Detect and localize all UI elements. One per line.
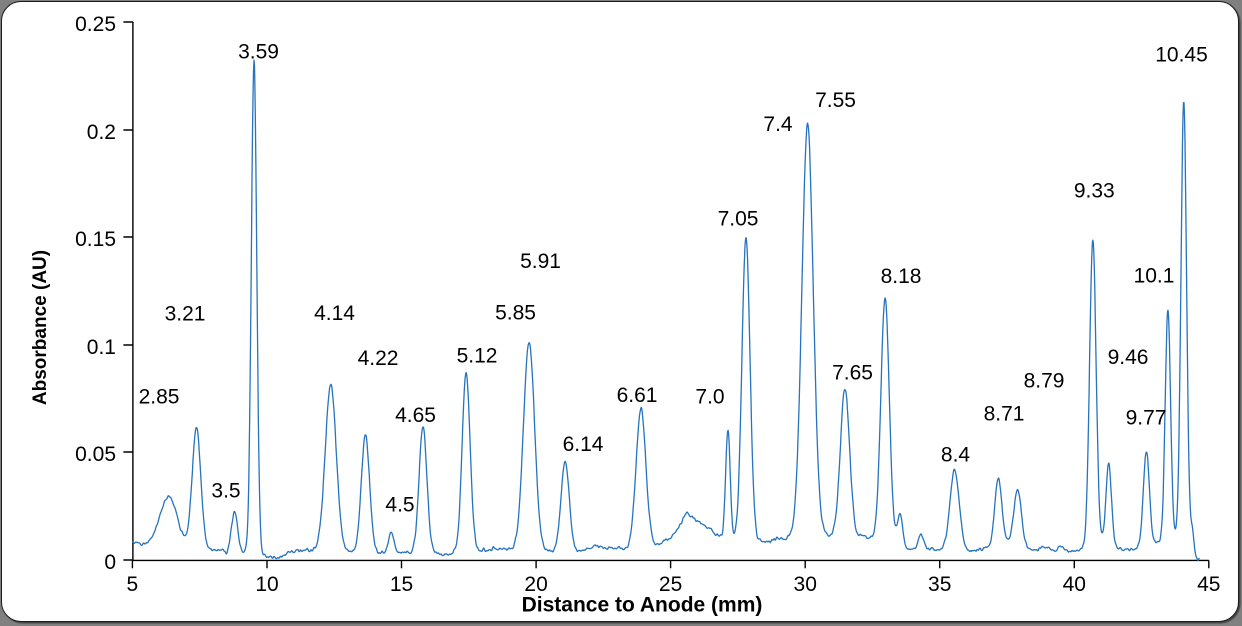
svg-text:0.25: 0.25 [75,13,116,36]
svg-text:0.1: 0.1 [87,336,116,359]
svg-text:7.05: 7.05 [718,208,759,231]
svg-text:0.2: 0.2 [87,121,116,144]
svg-text:4.14: 4.14 [314,302,355,325]
svg-text:4.5: 4.5 [385,494,414,517]
svg-text:45: 45 [1197,573,1220,596]
svg-text:35: 35 [928,573,951,596]
svg-text:7.0: 7.0 [695,386,724,409]
svg-text:0: 0 [104,551,116,574]
svg-text:4.22: 4.22 [358,347,399,370]
svg-text:40: 40 [1063,573,1086,596]
svg-text:5.12: 5.12 [457,345,498,368]
svg-text:6.14: 6.14 [563,433,604,456]
svg-text:9.33: 9.33 [1074,180,1115,203]
svg-text:0.05: 0.05 [75,443,116,466]
svg-text:2.85: 2.85 [139,386,180,409]
svg-text:3.59: 3.59 [238,41,279,64]
svg-text:0.15: 0.15 [75,228,116,251]
svg-text:7.4: 7.4 [763,113,793,136]
svg-text:3.21: 3.21 [165,303,206,326]
svg-text:5.85: 5.85 [495,302,536,325]
svg-text:Absorbance (AU): Absorbance (AU) [30,250,51,405]
svg-text:8.79: 8.79 [1024,370,1065,393]
svg-text:6.61: 6.61 [617,384,658,407]
svg-text:30: 30 [794,573,817,596]
svg-text:9.77: 9.77 [1126,407,1167,430]
svg-text:10.45: 10.45 [1155,44,1208,67]
svg-text:8.4: 8.4 [941,444,971,467]
svg-text:9.46: 9.46 [1108,346,1149,369]
svg-text:3.5: 3.5 [211,480,240,503]
svg-text:20: 20 [524,573,547,596]
svg-text:8.71: 8.71 [984,403,1025,426]
svg-text:25: 25 [659,573,682,596]
svg-text:10.1: 10.1 [1134,265,1175,288]
svg-text:4.65: 4.65 [395,404,436,427]
svg-text:10: 10 [255,573,278,596]
svg-text:7.55: 7.55 [815,89,856,112]
svg-text:8.18: 8.18 [881,265,922,288]
svg-text:5: 5 [127,573,139,596]
svg-text:7.65: 7.65 [832,362,873,385]
svg-text:Distance to Anode (mm): Distance to Anode (mm) [522,594,763,617]
svg-text:5.91: 5.91 [520,250,561,273]
svg-text:15: 15 [390,573,413,596]
